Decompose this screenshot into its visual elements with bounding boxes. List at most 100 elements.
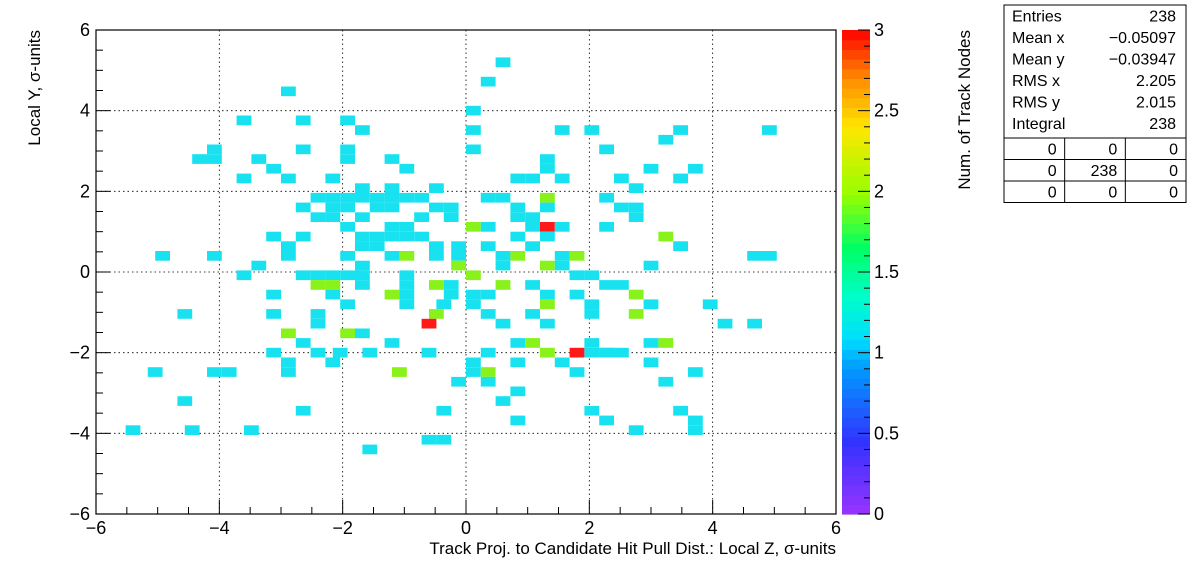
heatmap-bin	[480, 309, 496, 319]
heatmap-bin	[429, 241, 444, 251]
colorbar-step	[842, 349, 870, 360]
colorbar-step	[842, 359, 870, 370]
heatmap-bin	[451, 251, 466, 261]
heatmap-bin	[451, 241, 466, 251]
heatmap-bin	[399, 270, 415, 281]
heatmap-bin	[510, 415, 526, 426]
colorbar-step	[842, 446, 870, 457]
heatmap-bin	[480, 347, 496, 358]
heatmap-bin	[155, 251, 170, 261]
heatmap-bin	[762, 125, 777, 135]
heatmap-bin	[399, 163, 415, 174]
heatmap-bin	[340, 270, 355, 281]
colorbar-step	[842, 465, 870, 476]
heatmap-bin	[495, 280, 511, 290]
heatmap-bin	[480, 376, 496, 387]
heatmap-bin	[340, 328, 355, 339]
heatmap-bin	[569, 347, 585, 358]
heatmap-bin	[658, 231, 674, 242]
heatmap-bin	[643, 357, 659, 368]
colorbar-step	[842, 136, 870, 147]
heatmap-bin	[355, 241, 370, 251]
heatmap-bin	[399, 280, 415, 290]
heatmap-bin	[540, 299, 555, 310]
heatmap-bin	[355, 192, 370, 203]
colorbar-step	[842, 223, 870, 234]
colorbar-step	[842, 436, 870, 447]
colorbar-step	[842, 417, 870, 428]
heatmap-bin	[466, 125, 481, 135]
heatmap-bin	[554, 260, 570, 271]
heatmap-bin	[480, 241, 496, 251]
heatmap-bin	[480, 76, 496, 87]
heatmap-bin	[399, 251, 415, 261]
heatmap-bin	[554, 173, 570, 184]
colorbar-step	[842, 204, 870, 215]
heatmap-bin	[540, 289, 555, 300]
heatmap-bin	[355, 280, 370, 290]
heatmap-bin	[688, 415, 703, 426]
heatmap-bin	[384, 154, 400, 164]
heatmap-bin	[540, 163, 555, 174]
heatmap-bin	[325, 202, 341, 213]
colorbar-step	[842, 88, 870, 99]
colorbar-tick-label: 0	[874, 504, 884, 524]
heatmap-bin	[147, 367, 163, 377]
heatmap-bin	[480, 289, 496, 300]
heatmap-bin	[466, 105, 481, 116]
colorbar-tick-label: 2	[874, 181, 884, 201]
heatmap-bin	[688, 425, 703, 435]
heatmap-bin	[525, 280, 540, 290]
heatmap-bin	[628, 202, 644, 213]
heatmap-bin	[451, 376, 466, 387]
heatmap-bin	[384, 251, 400, 261]
colorbar-step	[842, 59, 870, 70]
heatmap-bin	[295, 338, 311, 348]
colorbar-step	[842, 30, 870, 41]
axis-tick-labels: −6 −4 −2 0 2 4 6 −6 −4 −2 0 2 4 6	[69, 20, 841, 538]
heatmap-bin	[436, 405, 452, 416]
heatmap-bin	[614, 202, 629, 213]
heatmap-bin	[688, 163, 703, 174]
stats-grid-cell: 0	[1048, 163, 1057, 180]
heatmap-bin	[325, 212, 341, 222]
heatmap-bin	[554, 125, 570, 135]
heatmap-bin	[325, 192, 341, 203]
colorbar-tick-label: 1	[874, 343, 884, 363]
heatmap-bin	[599, 415, 614, 426]
heatmap-bin	[584, 338, 600, 348]
heatmap-bin	[266, 163, 281, 174]
heatmap-bin	[325, 173, 341, 184]
stats-grid-cell: 0	[1048, 185, 1057, 202]
heatmap-bin	[540, 260, 555, 271]
colorbar-step	[842, 310, 870, 321]
heatmap-bin	[747, 251, 762, 261]
heatmap-bin	[658, 134, 674, 145]
heatmap-bin	[125, 425, 141, 435]
heatmap-bin	[510, 202, 526, 213]
heatmap-bin	[384, 192, 400, 203]
colorbar-tick-label: 2.5	[874, 101, 899, 121]
heatmap-bin	[207, 367, 222, 377]
heatmap-bin	[495, 260, 511, 271]
heatmap-bin	[332, 347, 348, 358]
heatmap-bin	[599, 144, 614, 155]
heatmap-bin	[525, 222, 540, 232]
heatmap-bin	[399, 192, 415, 203]
heatmap-bin	[295, 115, 311, 126]
colorbar-step	[842, 165, 870, 176]
heatmap-bin	[310, 318, 326, 329]
heatmap-bin	[251, 260, 267, 271]
heatmap-bin	[429, 202, 444, 213]
heatmap-bin	[244, 425, 259, 435]
heatmap-bin	[221, 367, 237, 377]
heatmap-bin	[466, 299, 481, 310]
stats-grid-cell: 238	[1091, 163, 1118, 180]
colorbar-step	[842, 378, 870, 389]
heatmap-bin	[236, 270, 252, 281]
heatmap-bin	[369, 241, 385, 251]
heatmap-bin	[525, 173, 540, 184]
heatmap-bin	[295, 231, 311, 242]
heatmap-bin	[236, 115, 252, 126]
colorbar-tick-label: 0.5	[874, 423, 899, 443]
